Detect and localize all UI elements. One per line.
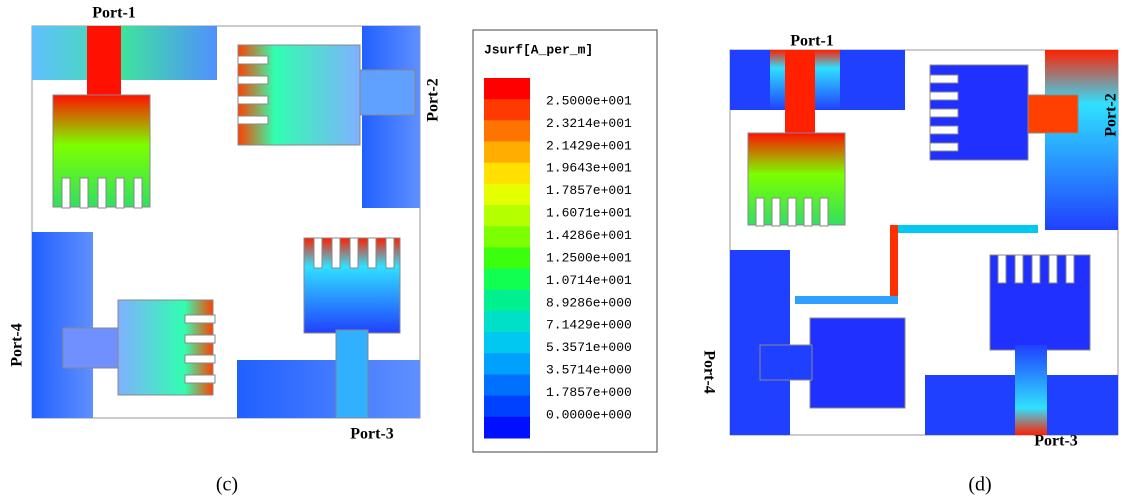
port-label: Port-4 xyxy=(9,323,26,367)
legend-label: 7.1429e+000 xyxy=(546,318,632,333)
panel-d: Port-1 Port-2 Port-3 Port-4 (d) xyxy=(700,33,1119,496)
legend-label: 2.1429e+001 xyxy=(546,138,632,153)
field xyxy=(87,26,121,96)
field xyxy=(32,232,93,418)
port-label: Port-3 xyxy=(350,426,394,443)
figure: Port-1 Port-2 Port-3 Port-4 (c) Jsurf[A_… xyxy=(0,0,1123,502)
field xyxy=(810,318,905,408)
field xyxy=(760,345,812,380)
legend-label: 3.5714e+000 xyxy=(546,363,632,378)
trace xyxy=(898,225,1038,233)
legend-swatch xyxy=(484,374,530,396)
port-label: Port-1 xyxy=(92,5,136,22)
field xyxy=(1045,50,1118,230)
panel-c: Port-1 Port-2 Port-3 Port-4 (c) xyxy=(9,5,442,496)
field xyxy=(63,328,118,368)
legend-swatch xyxy=(484,163,530,185)
legend-label: 0.0000e+000 xyxy=(546,407,632,422)
legend-label: 1.7857e+000 xyxy=(546,385,632,400)
legend-label: 8.9286e+000 xyxy=(546,295,632,310)
legend-label: 1.7857e+001 xyxy=(546,183,632,198)
field xyxy=(730,250,790,435)
legend-swatch xyxy=(484,269,530,291)
legend: Jsurf[A_per_m] 2.5000e+001 2.3214e+001 2.1… xyxy=(473,30,657,452)
legend-swatch xyxy=(484,184,530,206)
legend-swatch xyxy=(484,417,530,439)
port-label: Port-4 xyxy=(700,350,717,394)
port-label: Port-2 xyxy=(425,78,442,122)
field xyxy=(1015,345,1047,435)
field xyxy=(785,50,815,135)
legend-swatch xyxy=(484,142,530,164)
field xyxy=(362,26,420,208)
legend-title: Jsurf[A_per_m] xyxy=(484,42,593,57)
legend-label: 2.5000e+001 xyxy=(546,93,632,108)
legend-swatch xyxy=(484,311,530,333)
legend-swatch xyxy=(484,120,530,142)
legend-swatch xyxy=(484,99,530,121)
legend-label: 1.2500e+001 xyxy=(546,250,632,265)
legend-label: 5.3571e+000 xyxy=(546,340,632,355)
field xyxy=(336,330,368,418)
trace xyxy=(890,225,898,300)
field xyxy=(1028,95,1078,133)
legend-swatch xyxy=(484,247,530,269)
field xyxy=(32,26,217,80)
port-label: Port-3 xyxy=(1034,433,1078,450)
caption: (d) xyxy=(968,474,991,496)
legend-swatch xyxy=(484,226,530,248)
caption: (c) xyxy=(216,474,238,496)
port-label: Port-1 xyxy=(790,33,834,50)
legend-swatch xyxy=(484,396,530,418)
legend-label: 1.4286e+001 xyxy=(546,228,632,243)
legend-swatch xyxy=(484,353,530,375)
field xyxy=(237,360,420,418)
legend-swatch xyxy=(484,332,530,354)
field xyxy=(360,70,415,115)
legend-label: 1.9643e+001 xyxy=(546,161,632,176)
legend-swatch xyxy=(484,290,530,312)
legend-label: 2.3214e+001 xyxy=(546,116,632,131)
legend-swatch xyxy=(484,205,530,227)
port-label: Port-2 xyxy=(1103,93,1120,137)
legend-swatch xyxy=(484,78,530,100)
legend-label: 1.6071e+001 xyxy=(546,206,632,221)
legend-label: 1.0714e+001 xyxy=(546,273,632,288)
trace xyxy=(795,296,898,304)
